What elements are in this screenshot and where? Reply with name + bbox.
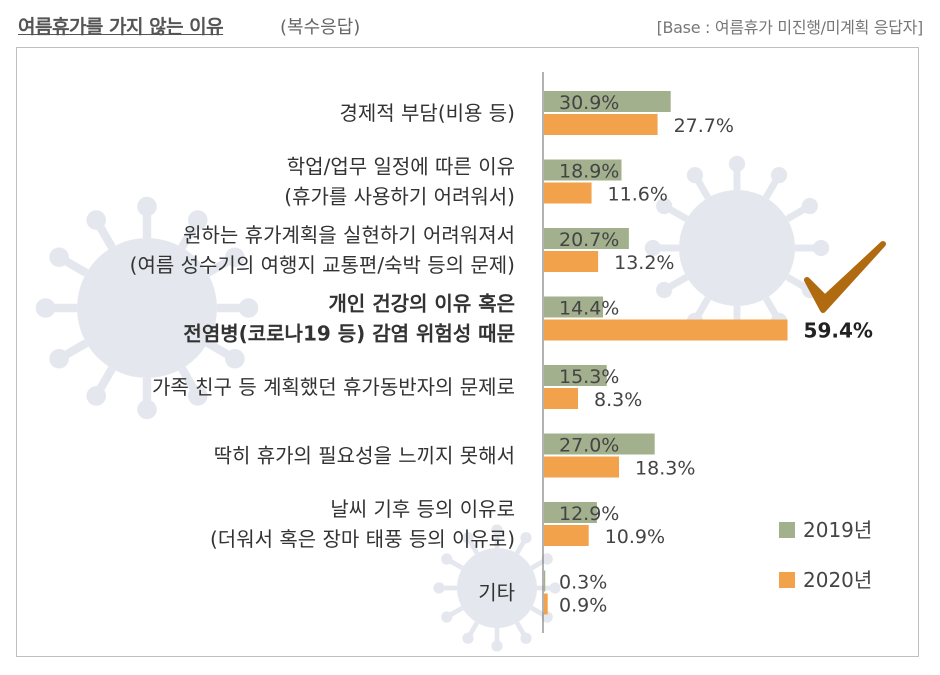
data-label: 11.6% xyxy=(608,184,668,206)
bar-2019 xyxy=(544,91,671,112)
data-label: 18.3% xyxy=(635,458,695,480)
virus-spike-tip xyxy=(686,167,704,184)
legend-swatch xyxy=(779,522,795,538)
category-label: 학업/업무 일정에 따른 이유 xyxy=(287,155,515,179)
bar-2020 xyxy=(544,251,599,272)
virus-spike-tip xyxy=(541,553,553,565)
category-label: (더워서 혹은 장마 태풍 등의 이유로) xyxy=(210,527,515,551)
bar-2020 xyxy=(544,388,579,409)
virus-spike-tip xyxy=(728,155,746,173)
category-label: (여름 성수기의 여행지 교통편/숙박 등의 문제) xyxy=(130,253,515,277)
virus-spike-tip xyxy=(86,386,107,406)
virus-icon xyxy=(35,155,830,652)
category-label: 전염병(코로나19 등) 감염 위험성 때문 xyxy=(183,322,515,346)
data-label: 20.7% xyxy=(559,229,619,251)
virus-spike-tip xyxy=(520,632,532,644)
bar-2019 xyxy=(544,159,622,181)
virus-spike-tip xyxy=(644,239,662,257)
virus-spike-tip xyxy=(433,582,445,594)
data-label: 13.2% xyxy=(614,252,674,274)
base-note: [Base : 여름휴가 미진행/미계획 응답자] xyxy=(656,18,924,37)
bar-2020 xyxy=(544,182,592,204)
data-label: 0.9% xyxy=(559,595,607,617)
virus-body xyxy=(457,548,537,628)
bar-2020 xyxy=(544,525,589,546)
category-label: 딱히 휴가의 필요성을 느끼지 못해서 xyxy=(214,444,515,468)
bar-2020 xyxy=(544,319,788,341)
category-label: 원하는 휴가계획을 실현하기 어려워져서 xyxy=(183,223,515,247)
virus-spike-tip xyxy=(491,524,503,536)
virus-spike-tip xyxy=(801,197,818,215)
virus-body xyxy=(77,238,217,378)
virus-spike-tip xyxy=(549,582,561,594)
chart-title: 여름휴가를 가지 않는 이유 xyxy=(18,16,224,38)
data-label: 12.9% xyxy=(559,503,619,525)
data-label: 27.7% xyxy=(674,115,734,137)
data-label: 8.3% xyxy=(594,389,642,411)
bar-2019 xyxy=(544,433,655,455)
bar-2019 xyxy=(544,296,604,318)
virus-spike-tip xyxy=(462,632,474,644)
virus-body xyxy=(679,190,795,306)
virus-spike-tip xyxy=(441,611,453,623)
virus-spike-tip xyxy=(35,298,56,318)
virus-spike-tip xyxy=(137,399,157,420)
bar-2019 xyxy=(544,502,597,523)
virus-spike-tip xyxy=(656,281,673,299)
data-label: 15.3% xyxy=(559,366,619,388)
title-row: 여름휴가를 가지 않는 이유 (복수응답) [Base : 여름휴가 미진행/미… xyxy=(18,8,923,42)
virus-spike-tip xyxy=(187,210,208,230)
virus-spike-tip xyxy=(49,247,69,268)
virus-spike-tip xyxy=(225,348,245,369)
data-label: 30.9% xyxy=(559,92,619,114)
data-label: 0.3% xyxy=(559,572,607,594)
bar-2020 xyxy=(544,456,620,478)
virus-spike-tip xyxy=(137,196,157,217)
category-label: 기타 xyxy=(478,581,515,605)
data-label: 27.0% xyxy=(559,435,619,457)
virus-spike-tip xyxy=(812,239,830,257)
virus-shape xyxy=(35,196,259,420)
bar-chart: 경제적 부담(비용 등) 30.9% 27.7% 학업/업무 일정에 따른 이유 (휴가… xyxy=(35,72,886,652)
virus-spike-tip xyxy=(187,386,208,406)
bar-2019 xyxy=(544,228,629,249)
category-label: 날씨 기후 등의 이유로 xyxy=(330,497,515,521)
virus-spike-tip xyxy=(656,197,673,215)
data-label: 18.9% xyxy=(559,161,619,183)
category-label: 개인 건강의 이유 혹은 xyxy=(329,292,516,316)
check-icon xyxy=(804,241,886,313)
virus-spike-tip xyxy=(238,298,259,318)
virus-spike-tip xyxy=(770,167,788,184)
virus-spike-tip xyxy=(441,553,453,565)
category-label: 경제적 부담(비용 등) xyxy=(339,101,515,125)
data-label: 59.4% xyxy=(804,319,873,343)
category-label: (휴가를 사용하기 어려워서) xyxy=(284,185,515,209)
data-label: 10.9% xyxy=(605,526,665,548)
virus-spike-tip xyxy=(49,348,69,369)
virus-spike-tip xyxy=(491,640,503,652)
bar-2019 xyxy=(544,365,607,386)
category-label: 가족 친구 등 계획했던 휴가동반자의 문제로 xyxy=(152,375,515,399)
bar-2020 xyxy=(544,593,548,615)
virus-spike-tip xyxy=(86,210,107,230)
chart-panel: 경제적 부담(비용 등) 30.9% 27.7% 학업/업무 일정에 따른 이유 (휴가… xyxy=(16,47,919,657)
bar-2019 xyxy=(544,570,546,592)
virus-spike-tip xyxy=(462,532,474,544)
bar-2020 xyxy=(544,114,658,135)
chart-subtitle: (복수응답) xyxy=(280,17,361,38)
virus-spike-tip xyxy=(225,247,245,268)
data-label: 14.4% xyxy=(559,298,619,320)
virus-shape xyxy=(433,524,561,652)
legend-label: 2019년 xyxy=(803,518,872,542)
virus-shape xyxy=(644,155,830,341)
legend-label: 2020년 xyxy=(803,568,872,592)
virus-spike-tip xyxy=(520,532,532,544)
legend-swatch xyxy=(779,572,795,588)
